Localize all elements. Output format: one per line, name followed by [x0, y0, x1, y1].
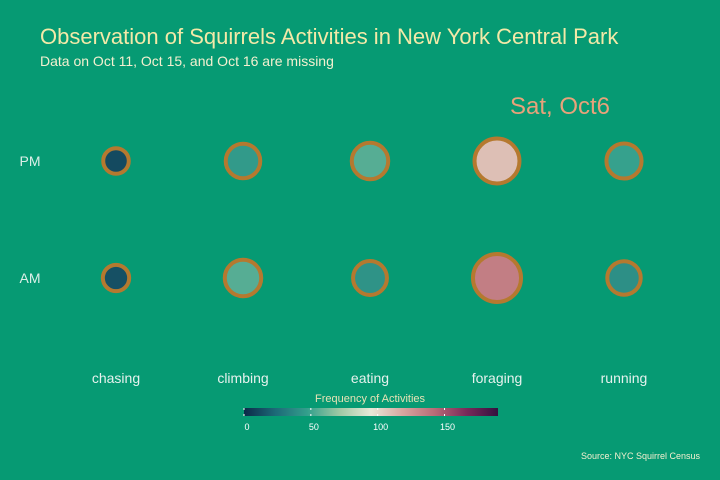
legend-colorbar [244, 408, 498, 416]
x-axis-labels: chasing climbing eating foraging running [92, 370, 647, 386]
point-am-running [605, 259, 643, 297]
x-label-chasing: chasing [92, 370, 140, 386]
point-pm-eating [349, 140, 391, 182]
legend-tick-label-0: 0 [244, 422, 249, 432]
legend-tick-label-50: 50 [309, 422, 319, 432]
point-pm-foraging [472, 136, 522, 186]
legend: Frequency of Activities 0 50 100 150 [243, 393, 498, 432]
x-label-eating: eating [351, 370, 389, 386]
point-pm-climbing [223, 141, 263, 181]
x-label-climbing: climbing [217, 370, 268, 386]
point-pm-chasing [101, 146, 131, 176]
point-pm-running [604, 141, 644, 181]
y-label-pm: PM [20, 153, 41, 169]
data-points [100, 136, 644, 305]
point-am-chasing [100, 262, 132, 294]
x-label-foraging: foraging [472, 370, 523, 386]
chart-subtitle: Data on Oct 11, Oct 15, and Oct 16 are m… [40, 53, 334, 69]
y-label-am: AM [20, 270, 41, 286]
chart-title: Observation of Squirrels Activities in N… [40, 24, 619, 49]
legend-title: Frequency of Activities [315, 393, 426, 405]
date-annotation: Sat, Oct6 [510, 93, 610, 120]
legend-tick-label-150: 150 [440, 422, 455, 432]
x-label-running: running [601, 370, 648, 386]
source-caption: Source: NYC Squirrel Census [581, 451, 701, 461]
legend-ticks: 0 50 100 150 [243, 408, 455, 432]
point-am-foraging [470, 251, 524, 305]
point-am-climbing [222, 257, 264, 299]
point-am-eating [351, 259, 389, 297]
y-axis-labels: PM AM [20, 153, 41, 286]
legend-tick-label-100: 100 [373, 422, 388, 432]
